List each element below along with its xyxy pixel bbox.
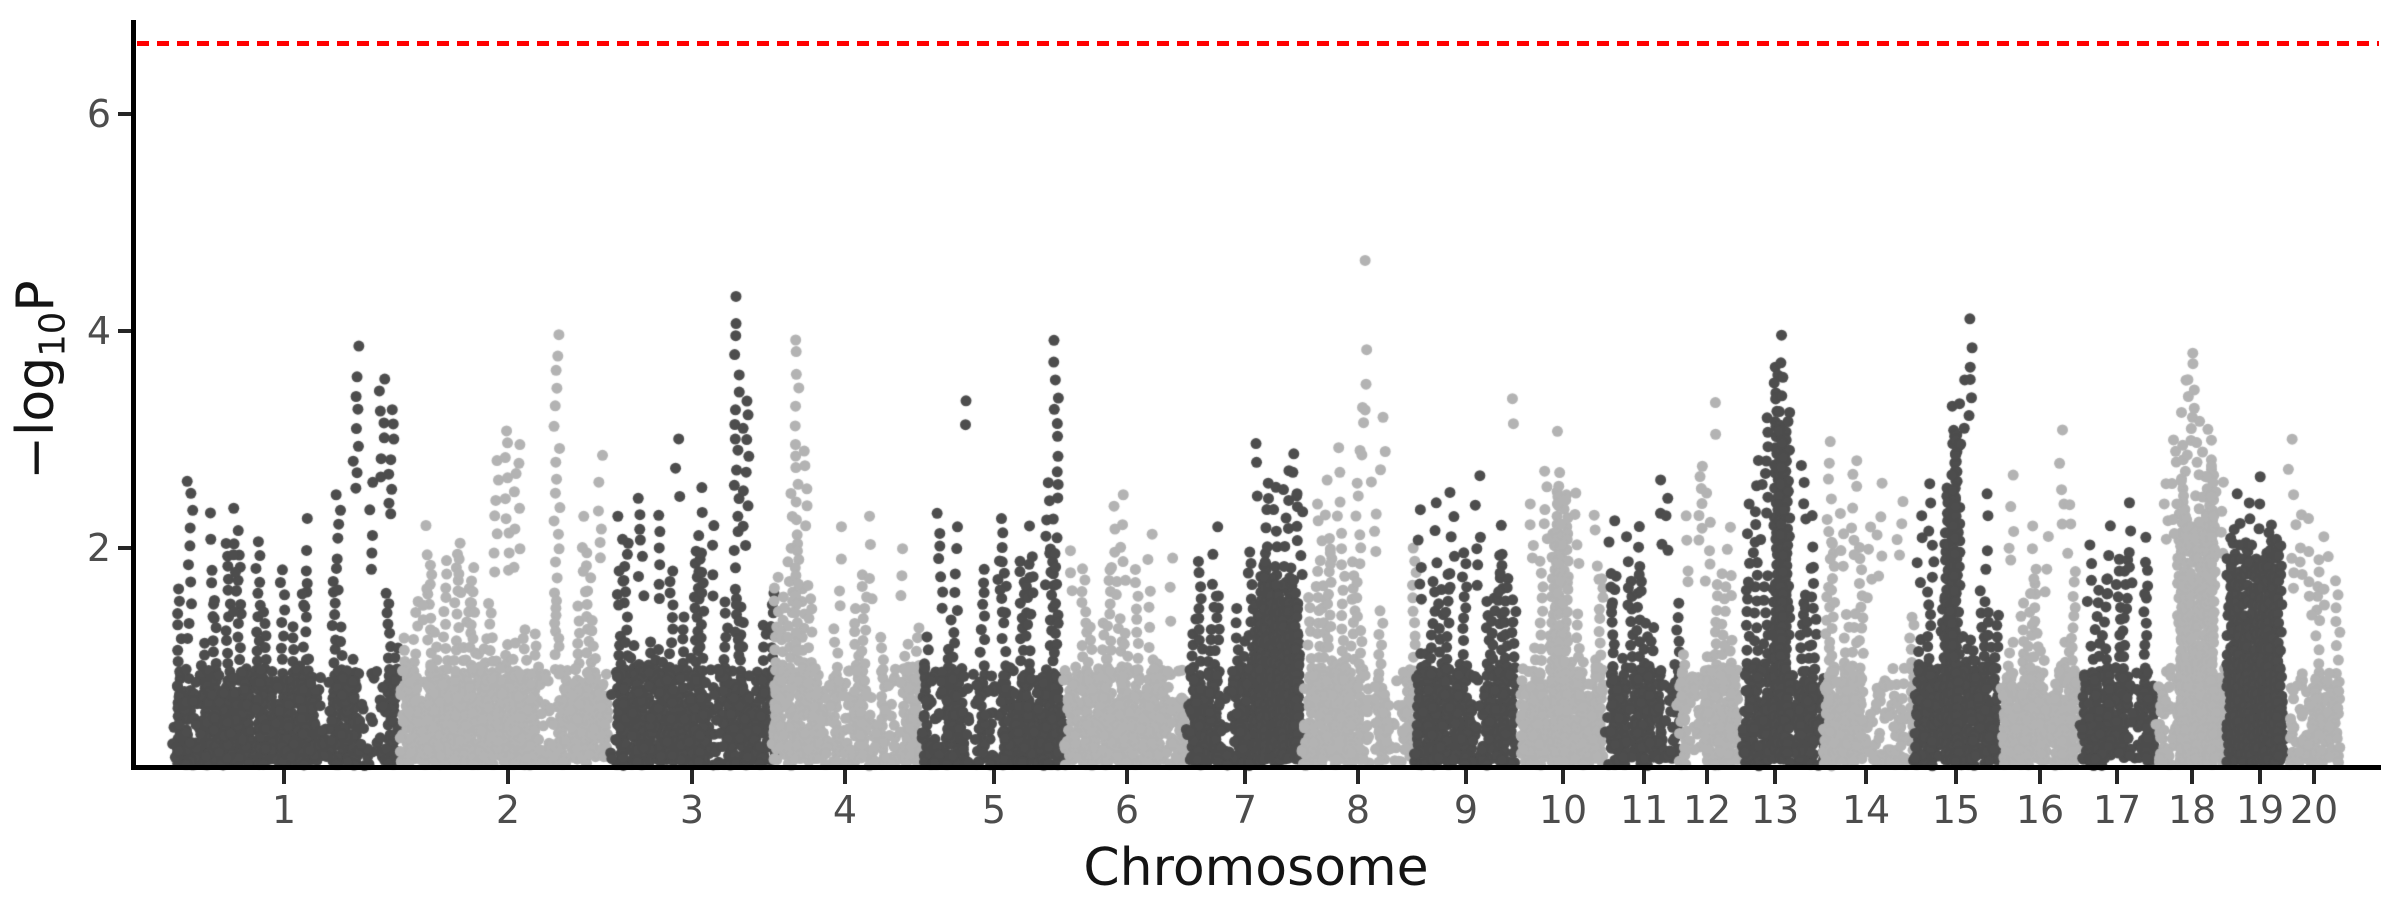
x-tick-mark-chr1 xyxy=(282,770,286,784)
significance-threshold-line xyxy=(137,41,2379,47)
x-tick-mark-chr14 xyxy=(1864,770,1868,784)
x-tick-label-chr15: 15 xyxy=(1931,788,1981,832)
x-tick-mark-chr18 xyxy=(2190,770,2194,784)
x-tick-label-chr1: 1 xyxy=(271,788,297,832)
y-axis-title-prefix: −log xyxy=(6,356,66,480)
y-tick-mark-6 xyxy=(118,112,131,116)
x-tick-label-chr13: 13 xyxy=(1750,788,1800,832)
x-tick-label-chr18: 18 xyxy=(2167,788,2217,832)
x-tick-mark-chr13 xyxy=(1773,770,1777,784)
x-axis-title: Chromosome xyxy=(1083,838,1429,898)
y-axis-title: −log10P xyxy=(5,170,73,590)
x-tick-mark-chr15 xyxy=(1954,770,1958,784)
y-axis-title-suffix: P xyxy=(6,280,66,312)
x-tick-mark-chr8 xyxy=(1356,770,1360,784)
x-tick-mark-chr11 xyxy=(1642,770,1646,784)
x-tick-label-chr16: 16 xyxy=(2015,788,2065,832)
x-tick-mark-chr12 xyxy=(1705,770,1709,784)
x-tick-label-chr7: 7 xyxy=(1232,788,1258,832)
x-tick-mark-chr16 xyxy=(2038,770,2042,784)
x-tick-label-chr3: 3 xyxy=(679,788,705,832)
y-tick-label-6: 6 xyxy=(86,92,111,136)
x-tick-label-chr10: 10 xyxy=(1538,788,1588,832)
x-tick-label-chr17: 17 xyxy=(2092,788,2142,832)
y-tick-label-4: 4 xyxy=(86,309,111,353)
x-tick-mark-chr17 xyxy=(2115,770,2119,784)
y-tick-mark-2 xyxy=(118,546,131,550)
x-tick-label-chr9: 9 xyxy=(1453,788,1479,832)
x-tick-label-chr5: 5 xyxy=(981,788,1007,832)
x-tick-label-chr2: 2 xyxy=(495,788,521,832)
x-tick-mark-chr6 xyxy=(1125,770,1129,784)
x-tick-mark-chr2 xyxy=(506,770,510,784)
x-tick-mark-chr9 xyxy=(1464,770,1468,784)
x-tick-label-chr6: 6 xyxy=(1114,788,1140,832)
x-tick-label-chr20: 20 xyxy=(2289,788,2339,832)
x-axis-line xyxy=(131,765,2381,770)
y-tick-mark-4 xyxy=(118,329,131,333)
x-tick-label-chr4: 4 xyxy=(832,788,858,832)
x-tick-label-chr11: 11 xyxy=(1619,788,1669,832)
x-tick-mark-chr10 xyxy=(1561,770,1565,784)
x-tick-label-chr8: 8 xyxy=(1345,788,1371,832)
x-tick-mark-chr7 xyxy=(1243,770,1247,784)
x-tick-mark-chr3 xyxy=(690,770,694,784)
x-tick-mark-chr4 xyxy=(843,770,847,784)
x-tick-label-chr12: 12 xyxy=(1682,788,1732,832)
x-tick-label-chr19: 19 xyxy=(2235,788,2285,832)
y-axis-title-subscript: 10 xyxy=(32,311,74,357)
x-tick-mark-chr5 xyxy=(992,770,996,784)
x-tick-label-chr14: 14 xyxy=(1841,788,1891,832)
x-tick-mark-chr20 xyxy=(2312,770,2316,784)
y-tick-label-2: 2 xyxy=(86,526,111,570)
x-tick-mark-chr19 xyxy=(2258,770,2262,784)
y-axis-line xyxy=(131,20,136,770)
